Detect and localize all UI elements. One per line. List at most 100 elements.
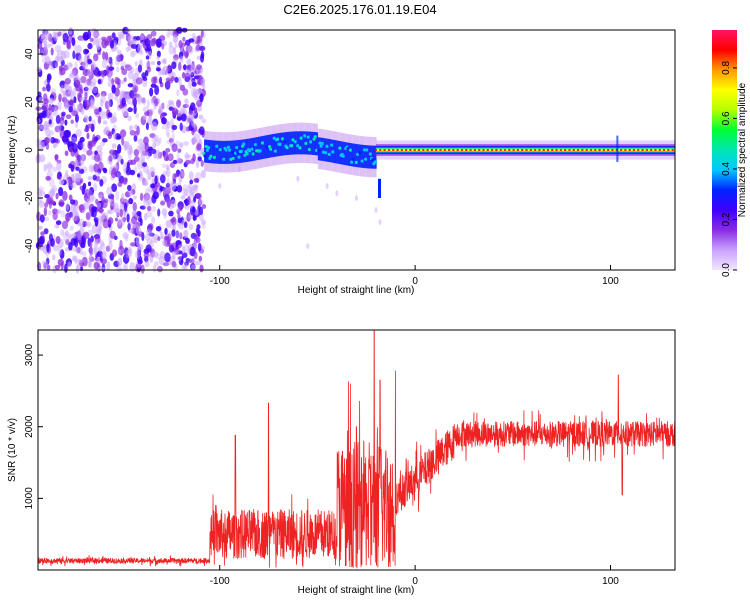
spectrogram-cell [52, 166, 58, 172]
snr-ytick-label: 3000 [24, 344, 35, 367]
spectrogram-cell [97, 51, 101, 56]
spectrogram-cell [196, 224, 201, 230]
spectrogram-cell [345, 142, 348, 166]
snr-xtick-label: 0 [412, 576, 418, 587]
spectrogram-cell [43, 137, 51, 144]
spectrogram-cell [220, 140, 222, 164]
spectrogram-cell [93, 163, 99, 173]
spectrogram-cell [57, 101, 62, 111]
spectrogram-cell [542, 148, 545, 152]
spectrogram-cell [63, 99, 68, 109]
spectrogram-cell [348, 142, 350, 166]
spectrogram-cell [127, 70, 134, 80]
spectrogram-cell [255, 137, 258, 161]
spectrogram-cell [135, 35, 141, 41]
spectrogram-cell [124, 94, 129, 103]
spectrogram-cell [520, 148, 524, 152]
spectrogram-panel: -100 0 100 -40 -20 0 20 40 Height of straight l… [7, 26, 676, 296]
spectrogram-cell [65, 103, 69, 110]
spectrogram-cell [260, 136, 262, 160]
spectrogram-cell [116, 97, 121, 107]
spectrogram-cell [108, 240, 113, 251]
spectrogram-cell [43, 163, 47, 172]
spectrogram-cell [91, 78, 97, 85]
spectrogram-cell [183, 262, 188, 271]
spectrogram-cell [80, 154, 86, 162]
spectrogram-cell [183, 230, 188, 238]
spectrogram-cell [329, 139, 331, 163]
spectrogram-cell [199, 264, 204, 273]
spectrogram-cell [135, 77, 143, 85]
spectrogram-cell [152, 142, 157, 149]
spectrogram-cell [161, 239, 168, 247]
spectrogram-cell [146, 210, 153, 218]
spectrogram-cell [190, 63, 196, 73]
spectrogram-cell [200, 159, 204, 167]
spectrogram-cell [197, 242, 202, 252]
spectrogram-cell [127, 107, 133, 113]
spectrogram-cell [67, 85, 73, 95]
spectrogram-cell [83, 221, 88, 227]
spectrogram-cell [188, 214, 195, 219]
spectrogram-cell [209, 154, 213, 158]
spectrogram-cell [282, 132, 285, 156]
spectrogram-cell [48, 209, 52, 216]
spectrogram-cell [92, 133, 96, 144]
spectrogram-cell [59, 55, 64, 62]
spectrogram-cell [68, 176, 72, 187]
spectrogram-cell [164, 227, 168, 235]
spectrogram-cell [490, 148, 494, 152]
spectrogram-cell [75, 258, 81, 264]
spectrogram-cell [508, 148, 511, 152]
spectrogram-cell [109, 149, 116, 156]
spectrogram-cell [364, 145, 367, 169]
spectrogram-cell [324, 138, 327, 162]
spectrogram-cell [110, 205, 114, 210]
spectrogram-cell [212, 155, 217, 159]
spectrogram-cell [144, 260, 150, 268]
spectrogram-cell [150, 83, 157, 88]
spectrogram-cell [293, 131, 295, 155]
spectrogram-cell [98, 206, 104, 214]
spectrogram-cell [117, 31, 125, 38]
spectrogram-cell [179, 168, 185, 179]
spectrogram-cell [87, 143, 92, 149]
spectrogram-cell [135, 225, 142, 235]
spectrogram-cell [290, 131, 293, 155]
spectrogram-cell [178, 76, 182, 87]
spectrogram-cell [137, 64, 143, 73]
spectrogram-cell [193, 177, 199, 183]
spectrogram-cell [107, 73, 112, 83]
spectrogram-cell [606, 148, 610, 152]
spectrogram-cell [54, 61, 59, 69]
spectrogram-cell [198, 255, 203, 262]
spectrogram-cell [122, 26, 129, 35]
spectrogram-cell [200, 78, 205, 86]
spectrogram-cell [183, 221, 188, 229]
spectrogram-cell [374, 148, 378, 152]
spectrogram-cell [100, 141, 105, 147]
spectrogram-cell [447, 148, 451, 152]
spectrogram-cell [102, 138, 108, 143]
spectrogram-cell [378, 219, 382, 225]
spectrogram-cell [231, 156, 236, 161]
spectrogram-cell [131, 96, 136, 106]
spectrogram-cell [46, 83, 51, 92]
spectrogram-cell [191, 77, 196, 84]
spectrogram-cell [36, 118, 41, 124]
spectrogram-cell [298, 146, 303, 150]
spectrogram-cell [129, 159, 137, 165]
spectrogram-cell [56, 161, 62, 171]
spectrogram-cell [325, 144, 329, 148]
spectrogram-cell [297, 131, 300, 155]
spectrogram-cell [90, 64, 95, 72]
spectrogram-cell [99, 216, 104, 226]
spectrogram-cell [125, 63, 132, 70]
spectrogram-cell [188, 123, 194, 132]
spectrogram-cell [97, 115, 102, 124]
spectrogram-cell [160, 235, 165, 240]
spectrogram-cell [164, 185, 171, 195]
spectrogram-cell [499, 148, 503, 152]
spectrogram-cell [101, 36, 107, 41]
spectrogram-cell [175, 230, 180, 239]
